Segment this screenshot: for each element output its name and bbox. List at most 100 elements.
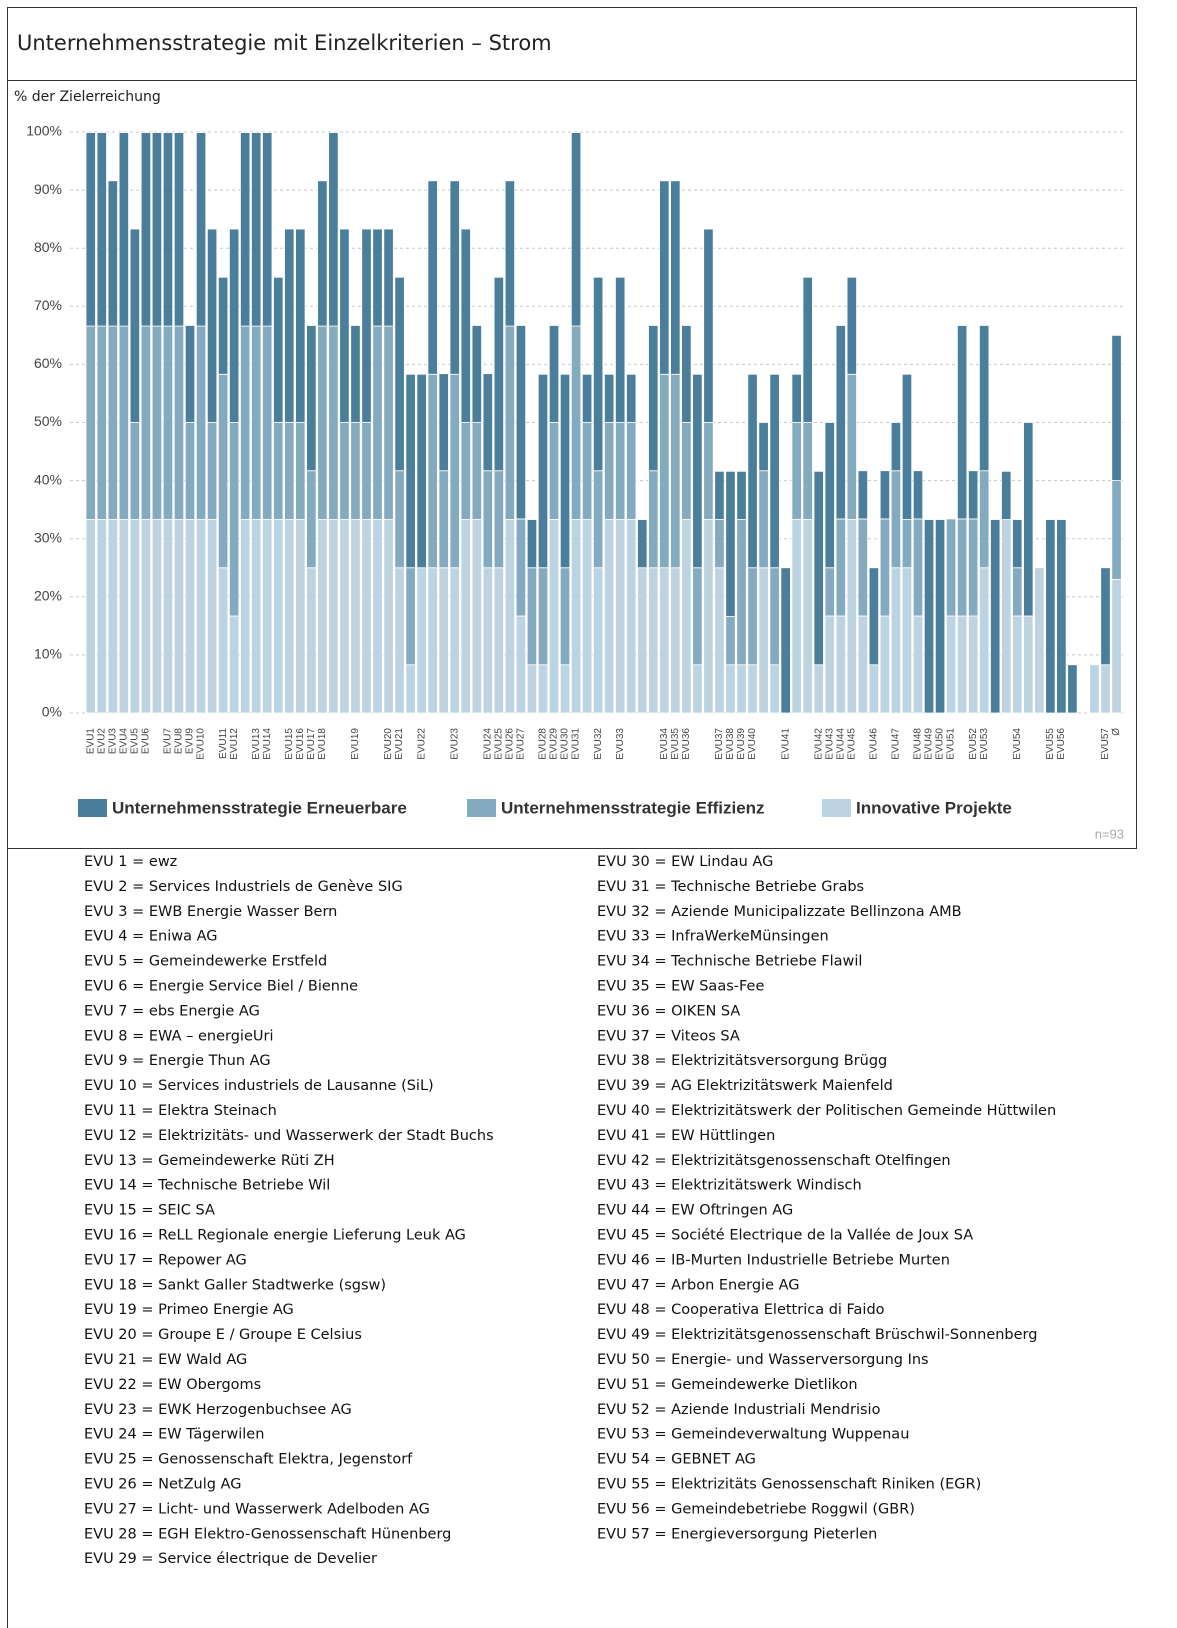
key-entry: EVU 1 = ewz <box>84 854 177 870</box>
chart-frame <box>7 7 1137 849</box>
key-entry: EVU 48 = Cooperativa Elettrica di Faido <box>597 1302 885 1318</box>
bar-segment <box>173 325 185 520</box>
bar-segment <box>979 567 990 714</box>
key-entry: EVU 4 = Eniwa AG <box>84 929 218 945</box>
bar-segment <box>626 422 637 520</box>
bar-segment <box>592 567 604 714</box>
bar-segment <box>681 519 692 714</box>
bar-segment <box>184 325 196 423</box>
bar-segment <box>217 373 229 569</box>
bar-segment <box>284 519 295 714</box>
x-tick-label: EVU22 <box>416 728 427 760</box>
bar-segment <box>537 664 549 714</box>
bar-segment <box>350 422 361 520</box>
bar-segment <box>295 228 306 423</box>
x-tick-label: EVU17 <box>306 728 317 760</box>
bar-segment <box>526 567 538 666</box>
bar-segment <box>1012 567 1023 617</box>
x-tick-label: EVU45 <box>846 728 857 760</box>
bar-segment <box>1034 567 1045 714</box>
bar-segment <box>592 470 604 569</box>
key-entry: EVU 46 = IB-Murten Industrielle Betriebe… <box>597 1252 950 1268</box>
bar-segment <box>537 373 549 569</box>
bar-segment <box>692 373 703 569</box>
bar-segment <box>890 422 902 472</box>
x-tick-label: EVU11 <box>218 728 229 759</box>
key-entry: EVU 37 = Viteos SA <box>597 1028 740 1044</box>
key-entry: EVU 17 = Repower AG <box>84 1252 247 1268</box>
bar-segment <box>791 373 802 423</box>
bar-segment <box>515 615 527 714</box>
y-tick-label: 10% <box>34 646 62 662</box>
bar-segment <box>85 132 96 327</box>
key-entry: EVU 24 = EW Tägerwilen <box>84 1427 264 1443</box>
bar-segment <box>714 470 725 520</box>
x-tick-label: EVU49 <box>924 728 935 760</box>
bar-segment <box>692 664 703 714</box>
bar-segment <box>295 422 306 520</box>
bar-segment <box>956 615 968 714</box>
y-tick-label: 80% <box>34 239 62 255</box>
bar-segment <box>107 180 118 327</box>
bar-segment <box>471 519 482 714</box>
bar-segment <box>548 422 560 520</box>
bar-segment <box>515 518 527 617</box>
bar-segment <box>548 519 560 714</box>
bar-segment <box>460 228 471 423</box>
x-tick-label: EVU41 <box>780 728 791 760</box>
legend-swatch <box>822 799 851 817</box>
bar-segment <box>129 422 141 520</box>
bar-segment <box>85 519 96 714</box>
bar-segment <box>615 422 626 520</box>
y-tick-label: 50% <box>34 413 62 429</box>
key-entry: EVU 22 = EW Obergoms <box>84 1377 261 1393</box>
bar-segment <box>703 228 714 423</box>
bar-segment <box>449 567 460 714</box>
bar-segment <box>1012 519 1023 569</box>
bar-segment <box>251 519 262 714</box>
y-tick-label: 60% <box>34 355 62 371</box>
bar-segment <box>570 325 582 520</box>
bar-segment <box>493 276 505 472</box>
key-entry: EVU 52 = Aziende Industriali Mendrisio <box>597 1402 881 1418</box>
x-tick-label: EVU18 <box>317 728 328 760</box>
key-entry: EVU 38 = Elektrizitätsversorgung Brügg <box>597 1053 887 1069</box>
bar-segment <box>295 519 306 714</box>
bar-segment <box>504 325 516 520</box>
bar-segment <box>945 518 957 617</box>
x-tick-label: EVU14 <box>262 728 273 760</box>
bar-segment <box>317 325 328 520</box>
bar-segment <box>129 228 141 423</box>
bar-segment <box>956 325 968 520</box>
bar-segment <box>604 422 615 520</box>
bar-segment <box>339 228 350 423</box>
x-tick-label: EVU1 <box>85 728 96 755</box>
bar-segment <box>626 519 637 714</box>
bar-segment <box>901 567 913 714</box>
y-tick-label: 40% <box>34 471 62 487</box>
key-entry: EVU 45 = Société Electrique de la Vallée… <box>597 1228 973 1244</box>
bar-segment <box>824 615 835 714</box>
key-entry: EVU 40 = Elektrizitätswerk der Politisch… <box>597 1103 1056 1119</box>
bar-segment <box>372 228 383 327</box>
bar-segment <box>857 518 868 617</box>
bar-segment <box>802 422 813 520</box>
bar-segment <box>879 470 891 520</box>
bar-segment <box>328 132 339 327</box>
bar-segment <box>416 567 427 714</box>
bar-segment <box>890 470 902 569</box>
bar-segment <box>140 519 152 714</box>
bar-segment <box>703 422 714 520</box>
x-tick-label: EVU9 <box>185 728 196 755</box>
bar-segment <box>548 325 560 423</box>
bar-segment <box>868 567 880 666</box>
chart-title: Unternehmensstrategie mit Einzelkriterie… <box>17 31 552 55</box>
bar-segment <box>912 615 924 714</box>
bar-segment <box>1100 664 1111 714</box>
bar-segment <box>802 519 813 714</box>
x-tick-label: EVU42 <box>813 728 824 760</box>
bar-segment <box>604 373 615 423</box>
x-tick-label: EVU53 <box>979 728 990 760</box>
bar-segment <box>890 567 902 714</box>
bar-segment <box>162 132 174 327</box>
